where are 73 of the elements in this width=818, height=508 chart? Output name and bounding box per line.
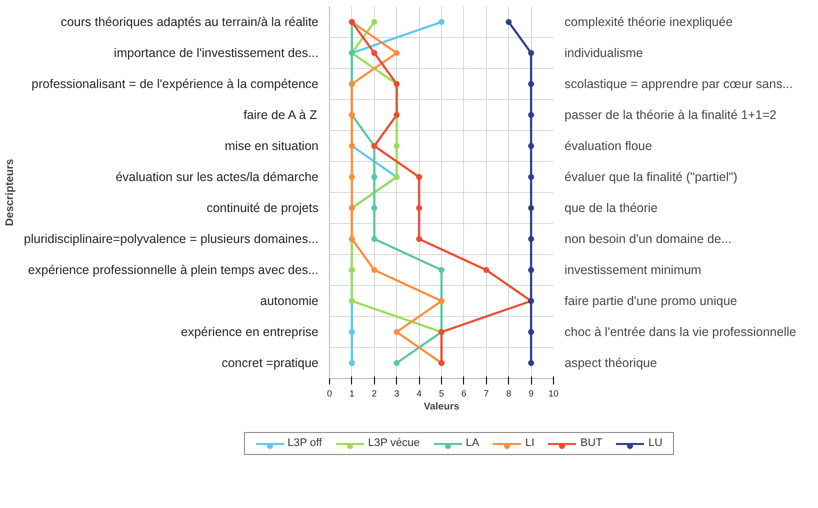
point <box>371 19 378 25</box>
y-tick-label: expérience professionnelle à plein temps avec des... <box>28 263 319 277</box>
point <box>528 174 534 180</box>
y-tick-label: continuité de projets <box>206 201 319 215</box>
point <box>394 50 400 56</box>
point <box>528 112 534 118</box>
y2-tick-label: aspect théorique <box>564 356 657 370</box>
x-tick-label: 3 <box>394 388 400 398</box>
y-tick-label: faire de A à Z <box>243 108 318 122</box>
x-tick-label: 1 <box>349 388 354 398</box>
point <box>371 267 378 273</box>
legend-label: LU <box>648 436 662 452</box>
point <box>348 174 355 180</box>
point <box>348 329 355 335</box>
y2-tick-label: évaluation floue <box>564 139 652 153</box>
point <box>506 19 512 25</box>
point <box>528 205 534 211</box>
point <box>394 143 400 149</box>
point <box>371 50 378 56</box>
point <box>483 267 490 273</box>
point <box>528 81 534 87</box>
point <box>371 236 378 242</box>
y-tick-label: expérience en entreprise <box>180 325 319 339</box>
legend-label: L3P vécue <box>368 436 420 452</box>
y2-tick-label: faire partie d'une promo unique <box>564 294 738 308</box>
x-tick-label: 9 <box>528 388 534 398</box>
point <box>394 329 400 335</box>
legend-label: LI <box>525 436 534 452</box>
x-tick-label: 4 <box>416 388 422 398</box>
y-tick-label: professionalisant = de l'expérience à la compétence <box>32 77 319 91</box>
x-tick-label: 7 <box>484 388 489 398</box>
point <box>438 267 444 273</box>
point <box>528 329 534 335</box>
x-axis-title: Valeurs <box>424 402 460 412</box>
y-tick-label: concret =pratique <box>222 356 319 370</box>
x-tick-label: 8 <box>506 388 512 398</box>
x-tick-label: 10 <box>548 388 559 398</box>
point <box>528 143 534 149</box>
y-tick-label: mise en situation <box>224 139 319 153</box>
y2-tick-label: évaluer que la finalité ("partiel") <box>564 170 738 184</box>
y2-tick-label: passer de la théorie à la finalité 1+1=2 <box>564 108 776 122</box>
x-tick-label: 0 <box>326 388 332 398</box>
point <box>371 205 378 211</box>
point <box>528 360 534 366</box>
y-tick-label: importance de l'investissement des... <box>114 46 319 60</box>
y-tick-label: pluridisciplinaire=polyvalence = plusieurs domaines... <box>24 232 319 246</box>
y2-tick-label: complexité théorie inexpliquée <box>564 15 733 29</box>
y-tick-label: évaluation sur les actes/la démarche <box>116 170 319 184</box>
point <box>528 236 534 242</box>
legend-label: BUT <box>580 436 602 452</box>
point <box>371 174 378 180</box>
y2-tick-label: individualisme <box>564 46 644 60</box>
y-tick-label: autonomie <box>260 294 319 308</box>
legend-label: LA <box>466 436 480 452</box>
point <box>438 19 444 25</box>
point <box>528 50 534 56</box>
y2-tick-label: non besoin d'un domaine de... <box>564 232 732 246</box>
y2-tick-label: choc à l'entrée dans la vie professionnelle <box>564 325 796 339</box>
y2-tick-label: scolastique = apprendre par cœur sans... <box>564 77 793 91</box>
y-tick-label: cours théoriques adaptés au terrain/à la réalite <box>60 15 319 29</box>
point <box>416 205 422 211</box>
x-tick-label: 2 <box>372 388 377 398</box>
y2-tick-label: investissement minimum <box>564 263 702 277</box>
point <box>394 360 400 366</box>
legend-label: L3P off <box>288 436 322 452</box>
y2-tick-label: que de la théorie <box>564 201 658 215</box>
y-axis-title: Descripteurs <box>4 158 16 226</box>
point <box>416 236 422 242</box>
x-tick-label: 5 <box>438 388 444 398</box>
point <box>348 360 355 366</box>
point <box>416 174 422 180</box>
x-tick-label: 6 <box>461 388 466 398</box>
point <box>528 267 534 273</box>
